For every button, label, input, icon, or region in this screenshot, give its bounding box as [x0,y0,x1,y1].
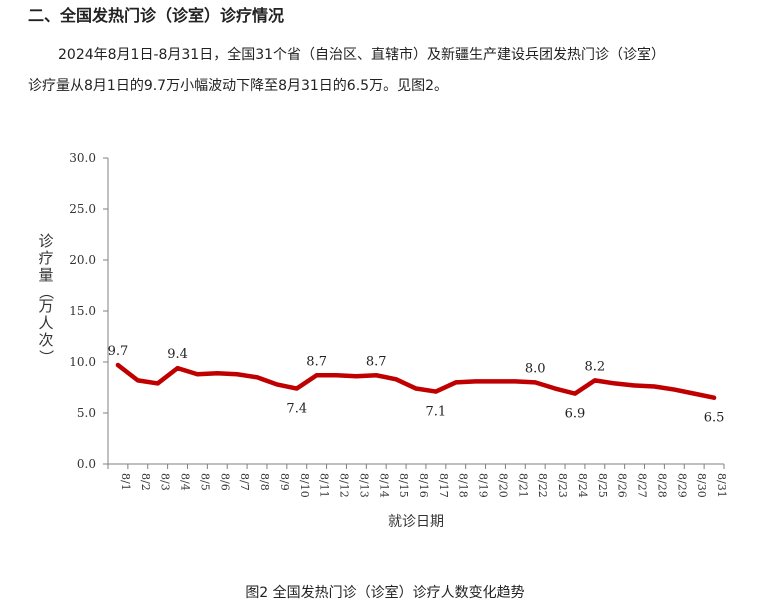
data-point [433,389,438,394]
data-point [632,383,637,388]
data-point [334,373,339,378]
x-tick-label: 8/15 [397,473,410,498]
data-point [155,381,160,386]
y-axis-title-char: 诊 [38,232,53,250]
y-tick-label: 5.0 [77,406,96,420]
data-point [473,379,478,384]
x-tick-label: 8/1 [119,473,132,491]
x-tick-label: 8/10 [298,473,311,498]
x-tick-label: 8/31 [715,473,728,498]
y-axis-title-char: 疗 [38,249,53,267]
data-point [215,371,220,376]
data-label: 6.9 [565,407,586,422]
y-tick-label: 20.0 [69,253,96,267]
y-axis-title-char: 万 [38,297,53,315]
y-axis-title-char: 次 [38,331,53,349]
x-tick-label: 8/22 [536,473,549,498]
data-point [513,379,518,384]
data-point [533,380,538,385]
data-point [493,379,498,384]
y-axis-title-char: ） [37,349,55,364]
data-point [195,372,200,377]
data-point [394,377,399,382]
x-tick-label: 8/19 [477,473,490,498]
x-tick-label: 8/7 [238,473,251,491]
x-tick-label: 8/8 [258,473,271,491]
section-title: 二、全国发热门诊（诊室）诊疗情况 [28,6,285,25]
data-point [553,386,558,391]
x-tick-label: 8/17 [437,473,450,498]
x-tick-label: 8/25 [596,473,609,498]
data-point [453,380,458,385]
data-label: 7.1 [426,405,447,420]
data-point [672,387,677,392]
y-axis-title-char: 人 [38,314,53,332]
data-label: 9.4 [167,347,188,362]
data-point [274,382,279,387]
y-tick-label: 30.0 [69,151,96,165]
x-tick-label: 8/16 [417,473,430,498]
data-label: 7.4 [286,402,307,417]
x-tick-label: 8/30 [695,473,708,498]
data-point [354,374,359,379]
x-tick-label: 8/9 [278,473,291,491]
x-axis-title: 就诊日期 [388,514,444,530]
data-point [374,373,379,378]
x-tick-label: 8/2 [139,473,152,491]
data-label: 8.2 [584,359,605,374]
x-tick-label: 8/11 [318,473,331,498]
line-chart: 0.0 5.0 10.0 15.0 20.0 25.0 30.0 诊疗量（万人次） 8/1 8/2… [37,151,728,530]
x-tick-label: 8/24 [576,473,589,498]
data-label: 9.7 [108,344,129,359]
y-axis-title-char: （ [37,284,55,299]
y-tick-label: 15.0 [69,304,96,318]
x-tick-label: 8/29 [675,473,688,498]
x-tick-label: 8/27 [636,473,649,498]
data-label: 6.5 [704,411,725,426]
y-tick-label: 0.0 [77,457,96,471]
x-tick-label: 8/4 [179,473,192,491]
paragraph-line-2: 诊疗量从8月1日的9.7万小幅波动下降至8月31日的6.5万。见图2。 [28,78,448,94]
data-point [712,395,717,400]
data-point [294,386,299,391]
data-point [612,381,617,386]
data-point [592,378,597,383]
x-tick-label: 8/14 [377,473,390,498]
x-tick-label: 8/26 [616,473,629,498]
figure-caption: 图2 全国发热门诊（诊室）诊疗人数变化趋势 [245,585,525,601]
data-point [314,373,319,378]
series-line [115,362,717,400]
x-tick-label: 8/3 [159,473,172,491]
x-tick-label: 8/12 [338,473,351,498]
y-axis-title-char: 量 [38,266,53,284]
data-point [135,378,140,383]
data-point [235,372,240,377]
data-label: 8.0 [525,361,546,376]
data-label: 8.7 [366,354,387,369]
data-point [175,366,180,371]
data-point [692,391,697,396]
x-tick-label: 8/23 [556,473,569,498]
x-tick-label: 8/5 [198,473,211,491]
x-tick-label: 8/13 [357,473,370,498]
data-point [572,391,577,396]
data-point [255,375,260,380]
data-point [414,386,418,391]
y-tick-label: 25.0 [69,202,96,216]
paragraph-line-1: 2024年8月1日-8月31日，全国31个省（自治区、直辖市）及新疆生产建设兵团… [58,47,666,63]
data-point [652,384,657,389]
data-label: 8.7 [306,354,327,369]
x-tick-label: 8/18 [457,473,470,498]
summary-paragraph: 2024年8月1日-8月31日，全国31个省（自治区、直辖市）及新疆生产建设兵团… [28,40,748,102]
x-tick-label: 8/6 [218,473,231,491]
x-tick-label: 8/20 [496,473,509,498]
data-point [115,363,120,368]
x-tick-label: 8/28 [655,473,668,498]
x-tick-label: 8/21 [516,473,529,498]
y-tick-label: 10.0 [69,355,96,369]
